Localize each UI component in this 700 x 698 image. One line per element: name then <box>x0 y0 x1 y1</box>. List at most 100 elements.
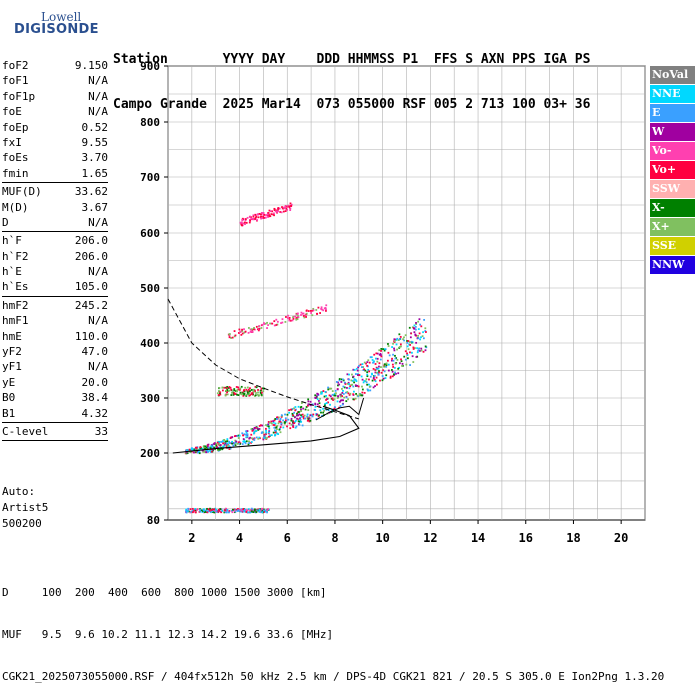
echo-point <box>237 441 240 444</box>
echo-point <box>200 447 203 450</box>
param-value: 245.2 <box>74 298 108 312</box>
echo-point <box>392 353 394 356</box>
echo-point <box>253 508 256 511</box>
param-name: yE <box>2 375 16 389</box>
echo-point <box>399 343 402 346</box>
echo-point <box>265 437 268 440</box>
echo-point <box>258 510 261 513</box>
legend-item-vo-: Vo+ <box>650 161 695 179</box>
echo-point <box>347 398 349 401</box>
echo-point <box>223 439 225 441</box>
echo-point <box>391 370 394 373</box>
echo-point <box>284 413 286 416</box>
echo-point <box>421 335 424 338</box>
echo-point <box>396 337 399 340</box>
echo-point <box>205 449 208 452</box>
echo-point <box>301 312 304 315</box>
echo-point <box>273 419 276 422</box>
param-name: D <box>2 215 9 229</box>
echo-point <box>409 364 412 366</box>
echo-point <box>325 304 328 307</box>
echo-point <box>266 511 268 514</box>
echo-point <box>297 405 300 408</box>
echo-point <box>253 328 255 330</box>
echo-point <box>352 393 355 396</box>
echo-point <box>376 383 378 386</box>
param-name: fxI <box>2 135 22 149</box>
echo-point <box>315 417 318 420</box>
echo-point <box>397 372 400 375</box>
legend-item-e: E <box>650 104 695 122</box>
echo-point <box>204 447 206 450</box>
echo-point <box>193 451 195 454</box>
echo-point <box>219 393 222 396</box>
echo-point <box>221 510 224 512</box>
echo-point <box>350 384 353 386</box>
param-row: h`F2 206.0 <box>2 249 108 264</box>
echo-point <box>309 404 312 407</box>
echo-point <box>278 420 281 423</box>
echo-point <box>412 346 415 349</box>
echo-point <box>366 373 369 376</box>
echo-point <box>226 393 229 396</box>
echo-point <box>300 402 303 404</box>
echo-point <box>270 322 273 325</box>
echo-point <box>267 212 269 214</box>
echo-point <box>378 370 380 372</box>
echo-point <box>243 328 245 331</box>
echo-point <box>328 394 331 397</box>
echo-point <box>391 369 393 371</box>
echo-point <box>321 414 323 417</box>
echo-point <box>331 390 334 393</box>
x-tick-label: 16 <box>519 531 533 545</box>
echo-point <box>361 363 364 366</box>
echo-point <box>385 362 388 365</box>
echo-point <box>387 363 390 366</box>
echo-point <box>249 215 251 218</box>
echo-point <box>403 339 405 342</box>
echo-point <box>186 449 189 451</box>
echo-point <box>258 436 261 439</box>
param-value: N/A <box>88 215 108 229</box>
echo-point <box>255 325 258 328</box>
echo-point <box>221 386 224 389</box>
echo-point <box>268 430 271 433</box>
echo-point <box>269 215 272 218</box>
echo-point <box>224 440 227 443</box>
echo-point <box>335 392 337 395</box>
echo-point <box>376 360 379 363</box>
echo-point <box>207 446 210 449</box>
echo-point <box>217 508 220 511</box>
echo-point <box>256 393 259 396</box>
echo-point <box>262 387 264 390</box>
echo-point <box>380 371 383 374</box>
echo-point <box>355 380 358 383</box>
echo-point <box>299 417 301 420</box>
ordinary-trace <box>315 397 365 421</box>
echo-point <box>219 391 222 394</box>
echo-point <box>240 393 243 395</box>
echo-point <box>284 419 287 422</box>
echo-point <box>257 437 260 440</box>
echo-point <box>245 388 248 391</box>
echo-point <box>368 378 370 381</box>
echo-point <box>375 371 378 374</box>
echo-point <box>267 214 269 217</box>
echo-point <box>275 429 277 432</box>
echo-point <box>382 377 385 380</box>
direction-legend: NoVal NNE E W Vo- Vo+ SSW X- X+ SSE NNW <box>650 66 695 275</box>
param-name: h`Es <box>2 280 29 294</box>
echo-point <box>338 379 341 382</box>
echo-point <box>406 352 408 355</box>
echo-point <box>392 342 394 345</box>
echo-point <box>300 311 303 314</box>
echo-point <box>294 426 297 429</box>
lowell-digisonde-logo: Lowell DIGISONDE <box>4 10 104 40</box>
echo-point <box>314 394 317 397</box>
echo-point <box>267 324 269 326</box>
echo-point <box>237 437 240 439</box>
y-tick-label: 900 <box>140 60 160 73</box>
echo-point <box>280 414 283 417</box>
echo-point <box>393 338 396 341</box>
echo-point <box>306 413 309 416</box>
